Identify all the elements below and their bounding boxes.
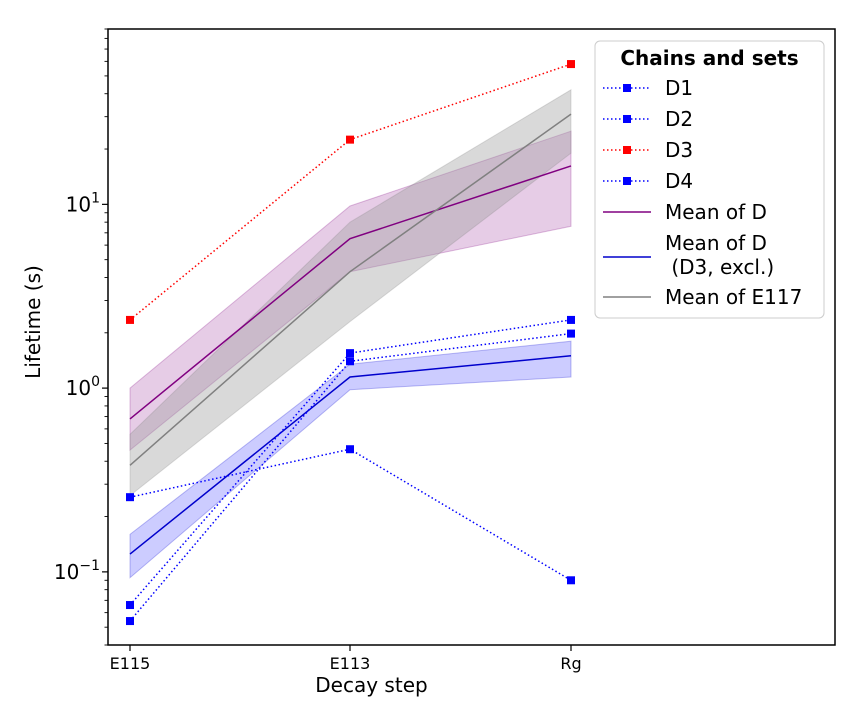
legend-marker-d1 (623, 84, 631, 92)
data-point-d4-3 (567, 576, 575, 585)
data-point-d1-2 (346, 349, 354, 358)
band-area-1 (129, 130, 572, 452)
data-point-d2-1 (126, 617, 134, 626)
legend-label-d2: D2 (665, 107, 693, 131)
uncertainty-bands (129, 88, 572, 579)
plot-frame (107, 28, 836, 646)
legend-label-band-2: Mean of D (D3, excl.) (665, 231, 774, 279)
legend-label-d1: D1 (665, 76, 693, 100)
legend-box (594, 40, 825, 319)
data-point-d1-1 (126, 601, 134, 610)
data-point-d4-2 (346, 445, 354, 454)
legend: Chains and sets D1 D2 D3 D4 Mean of D Mean of … (594, 40, 825, 319)
y-tick-label-1: 10−1 (54, 558, 100, 584)
data-point-d2-3 (567, 329, 575, 338)
data-point-d1-3 (567, 315, 575, 324)
legend-marker-d4 (623, 177, 631, 185)
band-mean-line-1 (129, 165, 572, 420)
y-axis-label: Lifetime (s) (21, 265, 45, 379)
data-point-d3-3 (567, 60, 575, 69)
x-tick-label-3: Rg (560, 654, 581, 673)
data-point-d4-1 (126, 493, 134, 502)
legend-label-d3: D3 (665, 138, 693, 162)
axes: E115 E113 Rg 10−1 100 101 (54, 28, 836, 673)
y-tick-label-3: 101 (66, 190, 100, 216)
data-point-d2-2 (346, 357, 354, 366)
legend-label-d4: D4 (665, 169, 693, 193)
series-markers (126, 60, 575, 626)
band-mean-line-2 (129, 355, 572, 555)
band-mean-line-3 (129, 113, 572, 466)
x-tick-label-2: E113 (330, 654, 371, 673)
legend-title: Chains and sets (620, 46, 798, 70)
y-tick-label-2: 100 (66, 374, 100, 400)
legend-marker-d3 (623, 146, 631, 154)
legend-marker-d2 (623, 115, 631, 123)
x-axis-label: Decay step (315, 673, 427, 697)
band-area-3 (129, 88, 572, 497)
legend-label-band-3: Mean of E117 (665, 285, 802, 309)
data-point-d3-1 (126, 315, 134, 324)
legend-label-band-1: Mean of D (665, 200, 767, 224)
data-point-d3-2 (346, 135, 354, 144)
x-tick-label-1: E115 (110, 654, 151, 673)
